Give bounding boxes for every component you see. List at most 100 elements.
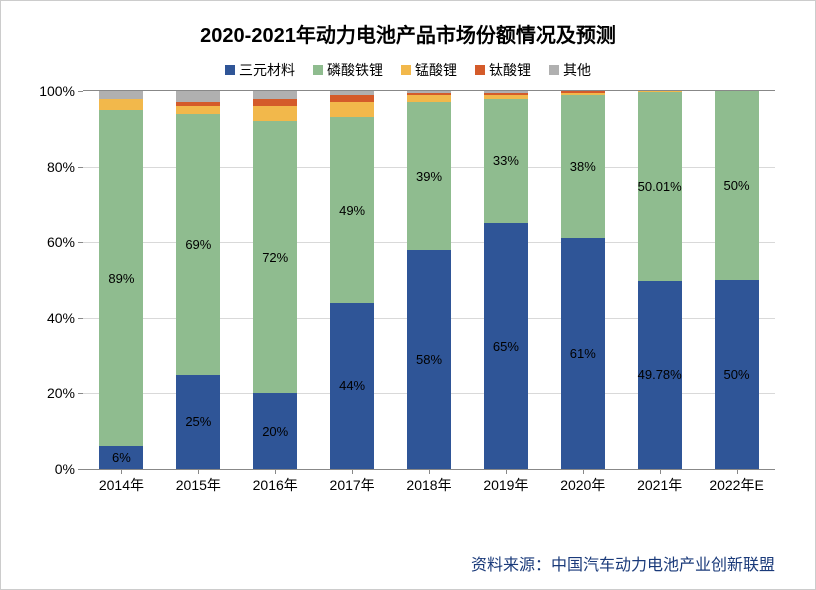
- segment-value-label: 89%: [108, 271, 134, 286]
- legend-label: 磷酸铁锂: [327, 60, 383, 80]
- y-tick-label: 0%: [35, 461, 75, 477]
- bar-segment-other: [99, 91, 143, 99]
- bar-segment-linsuan: 39%: [407, 102, 451, 249]
- bar-stack: 50% 50%: [715, 91, 759, 469]
- segment-value-label: 50.01%: [638, 179, 682, 194]
- bar-stack: 58% 39%: [407, 91, 451, 469]
- segment-value-label: 49.78%: [638, 367, 682, 382]
- bar-group: 49.78% 50.01%: [621, 91, 698, 469]
- bar-segment-taisuan: [484, 93, 528, 95]
- x-tick-label: 2017年: [314, 475, 391, 495]
- bar-segment-sanyuan: 50%: [715, 280, 759, 469]
- segment-value-label: 50%: [724, 367, 750, 382]
- segment-value-label: 69%: [185, 237, 211, 252]
- bar-segment-mengsuan: [484, 95, 528, 99]
- legend-swatch: [549, 65, 559, 75]
- legend-label: 锰酸锂: [415, 60, 457, 80]
- bar-segment-other: [253, 91, 297, 99]
- segment-value-label: 39%: [416, 169, 442, 184]
- bar-stack: 44% 49%: [330, 91, 374, 469]
- source-attribution: 资料来源：中国汽车动力电池产业创新联盟: [471, 551, 775, 575]
- segment-value-label: 38%: [570, 159, 596, 174]
- bar-segment-sanyuan: 20%: [253, 393, 297, 469]
- chart-container: 2020-2021年动力电池产品市场份额情况及预测 三元材料 磷酸铁锂 锰酸锂 …: [31, 11, 785, 539]
- bar-stack: 61% 38%: [561, 91, 605, 469]
- y-tick-label: 60%: [35, 234, 75, 250]
- bar-segment-mengsuan: [253, 106, 297, 121]
- bar-segment-mengsuan: [407, 95, 451, 103]
- bar-group: 20% 72%: [237, 91, 314, 469]
- segment-value-label: 33%: [493, 153, 519, 168]
- segment-value-label: 20%: [262, 424, 288, 439]
- x-tick-label: 2014年: [83, 475, 160, 495]
- bar-stack: 49.78% 50.01%: [638, 91, 682, 469]
- bar-segment-mengsuan: [330, 102, 374, 117]
- segment-value-label: 72%: [262, 250, 288, 265]
- x-tick-label: 2015年: [160, 475, 237, 495]
- plot-area: 0%20%40%60%80%100% 6%89%25%69%20%72%44%4…: [83, 90, 775, 470]
- bar-segment-other: [176, 91, 220, 102]
- x-tick-label: 2019年: [467, 475, 544, 495]
- bar-segment-taisuan: [561, 91, 605, 93]
- x-tick-label: 2021年: [621, 475, 698, 495]
- bar-segment-taisuan: [176, 102, 220, 106]
- bar-group: 44% 49%: [314, 91, 391, 469]
- bar-segment-sanyuan: 49.78%: [638, 281, 682, 469]
- bar-stack: 20% 72%: [253, 91, 297, 469]
- chart-title: 2020-2021年动力电池产品市场份额情况及预测: [31, 19, 785, 48]
- bar-segment-taisuan: [407, 93, 451, 95]
- bar-segment-sanyuan: 25%: [176, 375, 220, 470]
- bar-group: 61% 38%: [544, 91, 621, 469]
- x-tick-label: 2020年: [544, 475, 621, 495]
- bar-segment-sanyuan: 58%: [407, 250, 451, 469]
- legend-label: 钛酸锂: [489, 60, 531, 80]
- bar-segment-other: [484, 91, 528, 93]
- bar-segment-linsuan: 69%: [176, 114, 220, 375]
- bar-segment-linsuan: 72%: [253, 121, 297, 393]
- legend-label: 三元材料: [239, 60, 295, 80]
- legend-item: 钛酸锂: [475, 60, 531, 80]
- bar-segment-linsuan: 50.01%: [638, 92, 682, 281]
- segment-value-label: 61%: [570, 346, 596, 361]
- bar-segment-mengsuan: [176, 106, 220, 114]
- segment-value-label: 50%: [724, 178, 750, 193]
- bar-segment-linsuan: 33%: [484, 99, 528, 224]
- bar-segment-taisuan: [330, 95, 374, 103]
- legend-item: 锰酸锂: [401, 60, 457, 80]
- bar-stack: 65% 33%: [484, 91, 528, 469]
- bar-segment-sanyuan: 44%: [330, 303, 374, 469]
- segment-value-label: 44%: [339, 378, 365, 393]
- bar-group: 50% 50%: [698, 91, 775, 469]
- x-axis-labels: 2014年2015年2016年2017年2018年2019年2020年2021年…: [83, 475, 775, 495]
- legend-item: 其他: [549, 60, 591, 80]
- bar-segment-sanyuan: 65%: [484, 223, 528, 469]
- bar-segment-mengsuan: [638, 91, 682, 92]
- legend-swatch: [401, 65, 411, 75]
- segment-value-label: 65%: [493, 339, 519, 354]
- legend-swatch: [313, 65, 323, 75]
- bar-stack: 25% 69%: [176, 91, 220, 469]
- bar-segment-mengsuan: [561, 93, 605, 95]
- x-tick-label: 2018年: [391, 475, 468, 495]
- y-tick-label: 20%: [35, 385, 75, 401]
- x-tick-label: 2016年: [237, 475, 314, 495]
- bar-segment-linsuan: 50%: [715, 91, 759, 280]
- legend: 三元材料 磷酸铁锂 锰酸锂 钛酸锂 其他: [31, 60, 785, 80]
- y-tick-mark: [78, 469, 83, 470]
- segment-value-label: 49%: [339, 203, 365, 218]
- legend-item: 三元材料: [225, 60, 295, 80]
- bar-segment-linsuan: 38%: [561, 95, 605, 239]
- bar-group: 58% 39%: [391, 91, 468, 469]
- bar-group: 25% 69%: [160, 91, 237, 469]
- segment-value-label: 6%: [112, 450, 131, 465]
- bar-segment-other: [407, 91, 451, 93]
- bars-host: 6% 89% 25% 69% 20% 72% 44% 49% 58% 39% 65% 33% 61% 38…: [83, 91, 775, 469]
- bar-segment-linsuan: 49%: [330, 117, 374, 302]
- bar-segment-linsuan: 89%: [99, 110, 143, 446]
- bar-segment-sanyuan: 61%: [561, 238, 605, 469]
- x-tick-label: 2022年E: [698, 475, 775, 495]
- y-tick-label: 40%: [35, 310, 75, 326]
- y-tick-label: 80%: [35, 159, 75, 175]
- bar-group: 6% 89%: [83, 91, 160, 469]
- bar-group: 65% 33%: [467, 91, 544, 469]
